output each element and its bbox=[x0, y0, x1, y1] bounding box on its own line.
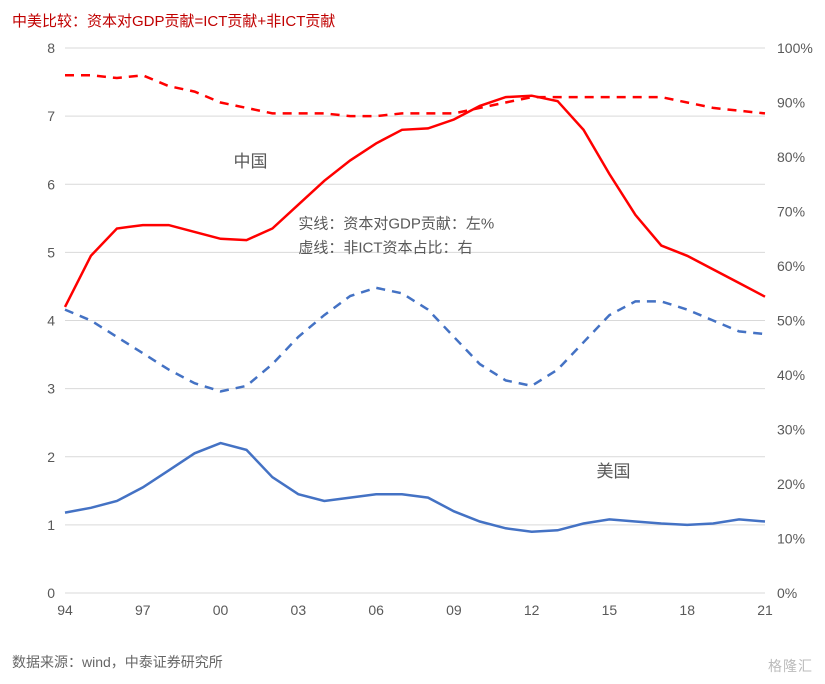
y-left-tick: 8 bbox=[47, 40, 55, 56]
y-left-tick: 2 bbox=[47, 449, 55, 465]
y-left-tick: 5 bbox=[47, 244, 55, 260]
series-china_capital_gdp bbox=[65, 96, 765, 307]
y-left-tick: 7 bbox=[47, 108, 55, 124]
legend-line2: 虚线：非ICT资本占比：右 bbox=[298, 239, 472, 256]
y-right-tick: 70% bbox=[777, 204, 805, 220]
y-right-tick: 50% bbox=[777, 313, 805, 329]
legend-line1: 实线：资本对GDP贡献：左% bbox=[298, 216, 494, 233]
x-tick: 18 bbox=[679, 602, 695, 618]
y-right-tick: 30% bbox=[777, 422, 805, 438]
y-right-tick: 100% bbox=[777, 40, 813, 56]
chart-svg: 0123456780%10%20%30%40%50%60%70%80%90%10… bbox=[10, 38, 815, 638]
x-tick: 03 bbox=[291, 602, 307, 618]
y-left-tick: 4 bbox=[47, 313, 55, 329]
x-tick: 00 bbox=[213, 602, 229, 618]
y-right-tick: 20% bbox=[777, 476, 805, 492]
x-tick: 97 bbox=[135, 602, 151, 618]
y-right-tick: 80% bbox=[777, 149, 805, 165]
x-tick: 12 bbox=[524, 602, 540, 618]
y-right-tick: 90% bbox=[777, 95, 805, 111]
x-tick: 21 bbox=[757, 602, 773, 618]
x-tick: 06 bbox=[368, 602, 384, 618]
chart-container: 0123456780%10%20%30%40%50%60%70%80%90%10… bbox=[10, 38, 815, 638]
x-tick: 15 bbox=[602, 602, 618, 618]
data-source: 数据来源：wind，中泰证券研究所 bbox=[12, 652, 223, 672]
chart-title: 中美比较：资本对GDP贡献=ICT贡献+非ICT贡献 bbox=[12, 10, 335, 31]
y-left-tick: 1 bbox=[47, 517, 55, 533]
y-left-tick: 6 bbox=[47, 176, 55, 192]
label-usa: 美国 bbox=[596, 462, 630, 481]
x-tick: 94 bbox=[57, 602, 73, 618]
series-usa_nonict_share bbox=[65, 288, 765, 392]
y-left-tick: 3 bbox=[47, 381, 55, 397]
y-left-tick: 0 bbox=[47, 585, 55, 601]
watermark: 格隆汇 bbox=[768, 656, 813, 676]
y-right-tick: 0% bbox=[777, 585, 797, 601]
y-right-tick: 60% bbox=[777, 258, 805, 274]
y-right-tick: 10% bbox=[777, 531, 805, 547]
series-china_nonict_share bbox=[65, 75, 765, 116]
label-china: 中国 bbox=[234, 152, 268, 171]
x-tick: 09 bbox=[446, 602, 462, 618]
y-right-tick: 40% bbox=[777, 367, 805, 383]
